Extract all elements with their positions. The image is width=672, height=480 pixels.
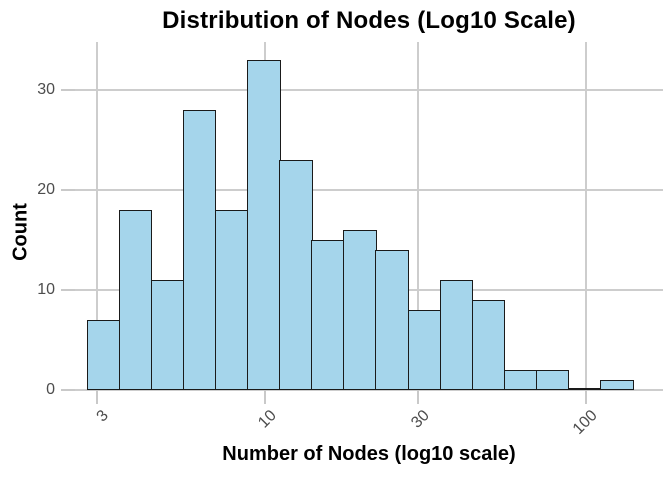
h-gridline: [75, 189, 663, 191]
y-tick: [61, 89, 75, 91]
v-gridline: [585, 42, 587, 390]
x-tick-label: 30: [408, 407, 434, 432]
x-tick: [417, 390, 419, 404]
histogram-bar: [535, 370, 570, 390]
zero-count-bar: [568, 388, 602, 390]
h-gridline: [75, 389, 663, 391]
y-tick-label: 30: [37, 81, 55, 98]
y-tick: [61, 289, 75, 291]
histogram-bar: [600, 380, 634, 390]
y-tick: [61, 389, 75, 391]
histogram-bar: [503, 370, 538, 390]
x-tick: [264, 390, 266, 404]
y-tick-label: 10: [37, 281, 55, 298]
y-tick: [61, 189, 75, 191]
h-gridline: [75, 89, 663, 91]
v-gridline: [417, 42, 420, 390]
histogram-bar: [343, 230, 377, 390]
histogram-bar: [407, 310, 442, 390]
y-tick-label: 0: [46, 381, 55, 398]
x-tick-label: 100: [570, 407, 602, 438]
y-tick-label: 20: [37, 181, 55, 198]
histogram-bar: [118, 210, 153, 390]
v-gridline: [96, 42, 99, 390]
histogram-bar: [214, 210, 249, 390]
histogram-bar: [86, 320, 121, 390]
x-tick: [96, 390, 98, 404]
x-tick-label: 10: [255, 407, 281, 432]
x-axis-title: Number of Nodes (log10 scale): [222, 443, 516, 465]
histogram-bar: [247, 60, 281, 390]
chart-title: Distribution of Nodes (Log10 Scale): [162, 7, 576, 34]
histogram-bar: [439, 280, 474, 390]
x-tick: [585, 390, 587, 404]
x-tick-label: 3: [93, 407, 113, 426]
histogram-bar: [375, 250, 409, 390]
histogram-bar: [279, 160, 313, 390]
histogram-bar: [182, 110, 217, 390]
histogram-bar: [150, 280, 185, 390]
histogram-bar: [471, 300, 506, 390]
histogram-bar: [311, 240, 345, 390]
